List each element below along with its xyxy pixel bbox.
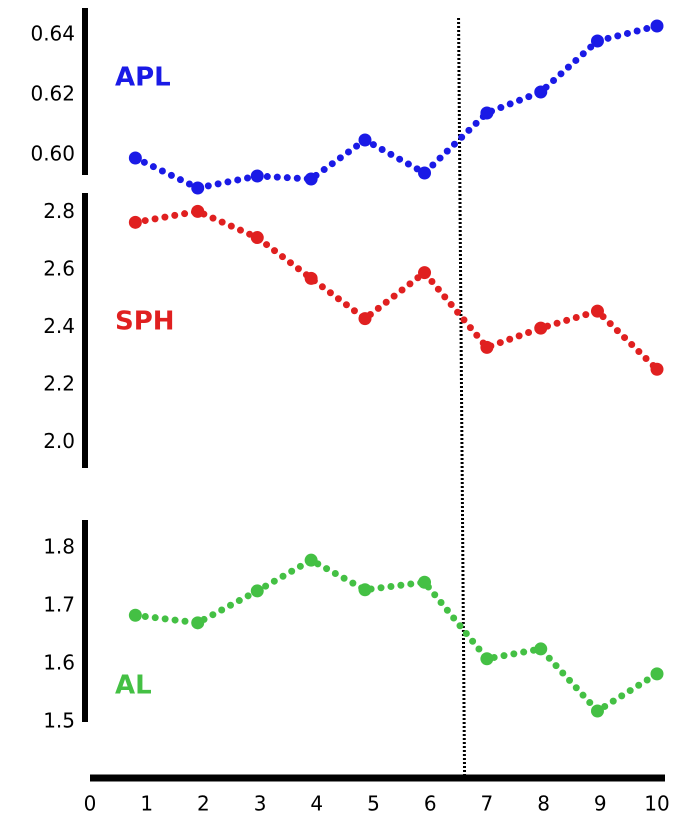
x-tick-label: 5	[367, 792, 380, 816]
data-point	[590, 704, 604, 718]
data-point	[128, 215, 142, 229]
data-point	[304, 271, 318, 285]
y-tick-label: 2.8	[43, 199, 75, 223]
y-tick-label: 0.64	[30, 22, 75, 46]
data-point	[191, 616, 205, 630]
x-tick-label: 10	[644, 792, 669, 816]
data-point	[250, 584, 264, 598]
data-point	[650, 362, 664, 376]
x-tick-label: 8	[537, 792, 550, 816]
series-label: AL	[115, 671, 152, 701]
y-tick-label: 1.7	[43, 593, 75, 617]
data-point	[480, 340, 494, 354]
data-point	[650, 667, 664, 681]
data-point	[590, 304, 604, 318]
data-point	[534, 85, 548, 99]
data-point	[358, 312, 372, 326]
series-line	[131, 22, 661, 192]
data-point	[358, 133, 372, 147]
x-tick-label: 1	[140, 792, 153, 816]
data-point	[304, 172, 318, 186]
data-point	[650, 19, 664, 33]
data-point	[418, 575, 432, 589]
y-tick-label: 2.2	[43, 371, 75, 395]
y-tick-label: 1.6	[43, 651, 75, 675]
y-tick-label: 0.62	[30, 82, 75, 106]
x-tick-label: 3	[254, 792, 267, 816]
data-point	[418, 266, 432, 280]
series-line	[131, 207, 661, 373]
reference-line	[457, 17, 467, 776]
y-tick-label: 1.5	[43, 709, 75, 733]
data-point	[128, 608, 142, 622]
data-point	[128, 151, 142, 165]
x-tick-label: 0	[84, 792, 97, 816]
x-tick-label: 4	[310, 792, 323, 816]
y-tick-label: 2.0	[43, 429, 75, 453]
data-point	[590, 34, 604, 48]
x-tick-label: 7	[481, 792, 494, 816]
data-point	[191, 204, 205, 218]
series-line	[131, 556, 661, 716]
data-point	[250, 169, 264, 183]
data-point	[358, 583, 372, 597]
series-label: SPH	[115, 307, 175, 337]
x-tick-label: 9	[594, 792, 607, 816]
y-tick-label: 1.8	[43, 535, 75, 559]
data-point	[480, 106, 494, 120]
x-tick-label: 2	[197, 792, 210, 816]
data-point	[304, 553, 318, 567]
data-point	[534, 321, 548, 335]
data-point	[418, 166, 432, 180]
y-tick-label: 2.4	[43, 314, 75, 338]
data-point	[534, 642, 548, 656]
data-point	[480, 652, 494, 666]
data-point	[191, 181, 205, 195]
x-tick-label: 6	[424, 792, 437, 816]
y-tick-label: 0.60	[30, 142, 75, 166]
y-tick-label: 2.6	[43, 256, 75, 280]
series-label: APL	[115, 63, 171, 93]
data-point	[250, 231, 264, 245]
